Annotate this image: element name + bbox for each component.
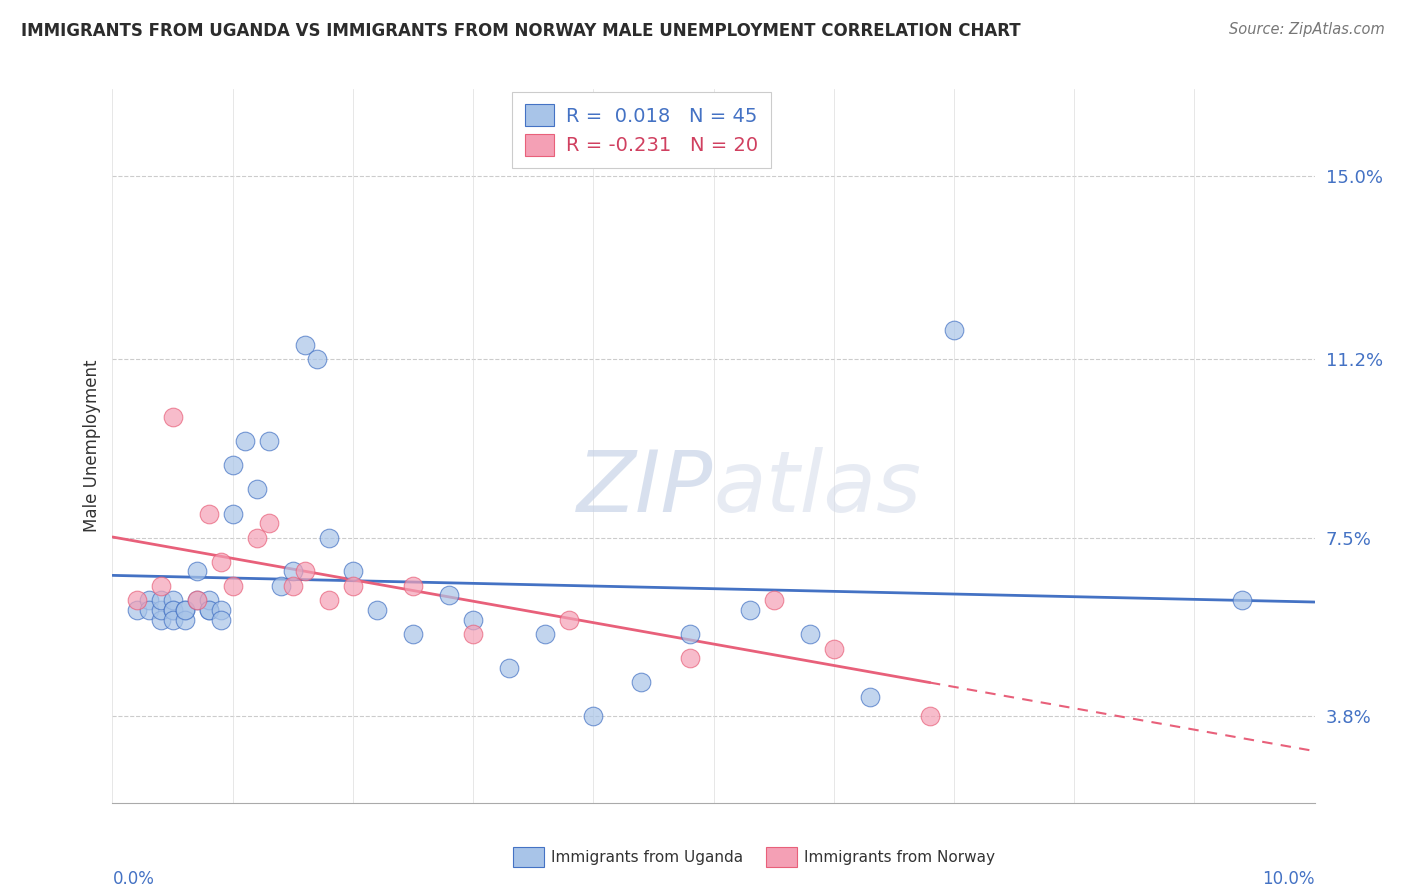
Point [209, 613, 232, 627]
Point [498, 661, 520, 675]
Point [799, 627, 821, 641]
Point [294, 337, 316, 351]
Point [162, 603, 184, 617]
Point [918, 709, 941, 723]
Legend: R =  0.018   N = 45, R = -0.231   N = 20: R = 0.018 N = 45, R = -0.231 N = 20 [512, 92, 770, 169]
Point [461, 613, 484, 627]
Point [582, 709, 605, 723]
Point [162, 593, 184, 607]
Text: ZIP: ZIP [578, 447, 713, 531]
Point [246, 531, 269, 545]
Point [402, 579, 425, 593]
Point [149, 603, 172, 617]
Point [534, 627, 557, 641]
Point [173, 603, 195, 617]
Point [197, 507, 219, 521]
Point [823, 641, 845, 656]
Point [281, 579, 304, 593]
Point [149, 613, 172, 627]
Text: Immigrants from Norway: Immigrants from Norway [804, 850, 995, 864]
Point [162, 603, 184, 617]
Point [738, 603, 761, 617]
Point [125, 603, 148, 617]
Point [678, 651, 700, 665]
Point [209, 555, 232, 569]
Point [281, 565, 304, 579]
Point [942, 323, 965, 337]
Point [197, 593, 219, 607]
Point [762, 593, 785, 607]
Point [222, 458, 245, 473]
Point [222, 507, 245, 521]
Point [859, 690, 882, 704]
Point [1232, 593, 1254, 607]
Point [149, 579, 172, 593]
Point [342, 579, 364, 593]
Point [246, 483, 269, 497]
Text: Immigrants from Uganda: Immigrants from Uganda [551, 850, 744, 864]
Point [186, 593, 208, 607]
Point [162, 410, 184, 425]
Point [197, 603, 219, 617]
Text: 0.0%: 0.0% [112, 871, 155, 888]
Point [402, 627, 425, 641]
Point [186, 593, 208, 607]
Point [125, 593, 148, 607]
Point [294, 565, 316, 579]
Point [222, 579, 245, 593]
Point [630, 675, 652, 690]
Point [257, 516, 280, 530]
Text: Source: ZipAtlas.com: Source: ZipAtlas.com [1229, 22, 1385, 37]
Point [233, 434, 256, 449]
Point [173, 613, 195, 627]
Point [270, 579, 292, 593]
Point [461, 627, 484, 641]
Point [305, 352, 328, 367]
Point [138, 593, 160, 607]
Text: atlas: atlas [713, 447, 921, 531]
Text: IMMIGRANTS FROM UGANDA VS IMMIGRANTS FROM NORWAY MALE UNEMPLOYMENT CORRELATION C: IMMIGRANTS FROM UGANDA VS IMMIGRANTS FRO… [21, 22, 1021, 40]
Point [318, 531, 340, 545]
Y-axis label: Male Unemployment: Male Unemployment [83, 359, 101, 533]
Point [558, 613, 581, 627]
Point [173, 603, 195, 617]
Point [138, 603, 160, 617]
Point [342, 565, 364, 579]
Point [366, 603, 388, 617]
Point [437, 589, 460, 603]
Point [186, 565, 208, 579]
Point [197, 603, 219, 617]
Point [678, 627, 700, 641]
Point [209, 603, 232, 617]
Text: 10.0%: 10.0% [1263, 871, 1315, 888]
Point [257, 434, 280, 449]
Point [149, 593, 172, 607]
Point [162, 613, 184, 627]
Point [318, 593, 340, 607]
